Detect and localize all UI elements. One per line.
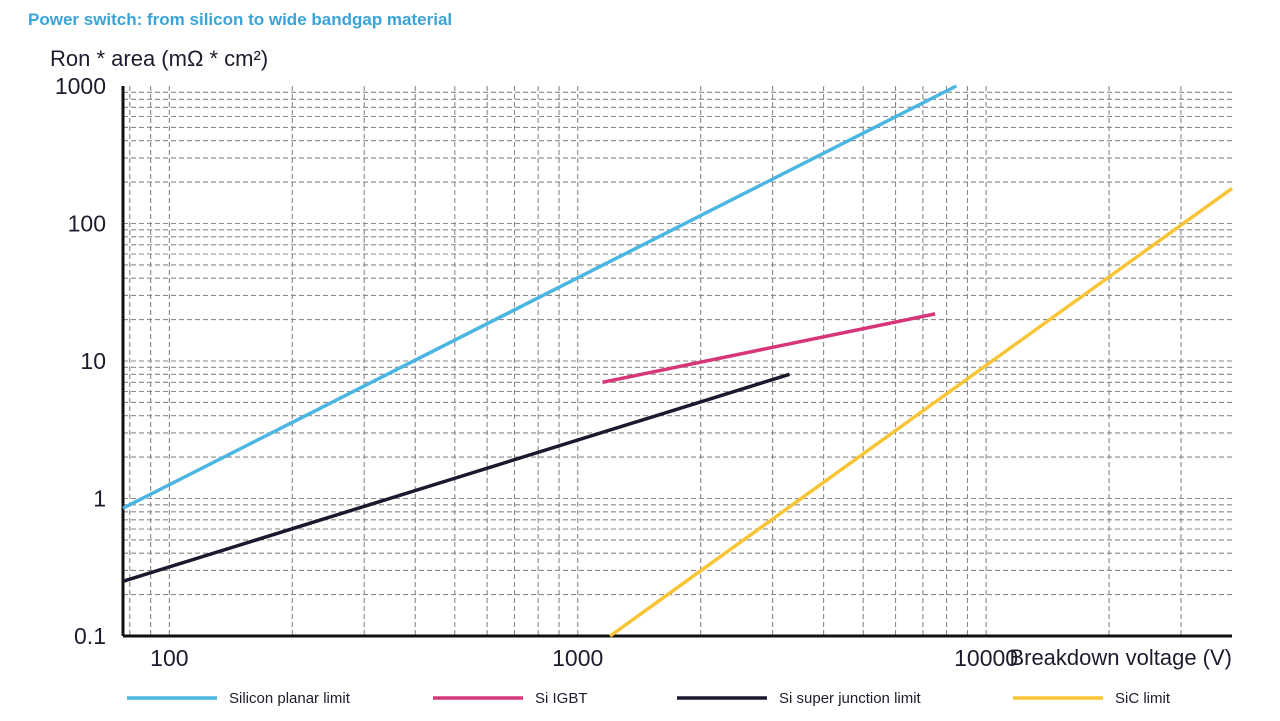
series-line (122, 84, 958, 510)
chart-title: Power switch: from silicon to wide bandg… (28, 10, 452, 29)
legend-label: SiC limit (1115, 690, 1171, 707)
x-tick-label: 100 (150, 645, 188, 671)
axes (121, 86, 1232, 638)
x-tick-labels: 100 1000 10000 (150, 645, 1018, 671)
y-tick-label: 0.1 (74, 623, 106, 649)
x-axis-label: Breakdown voltage (V) (1009, 645, 1232, 670)
y-tick-labels: 0.1 1 10 100 1000 (55, 73, 106, 649)
grid (123, 86, 1232, 636)
legend-label: Si super junction limit (779, 690, 922, 707)
legend: Silicon planar limit Si IGBT Si super junc… (127, 690, 1171, 707)
series-line (602, 312, 936, 385)
y-tick-label: 1 (93, 486, 106, 512)
y-tick-label: 100 (68, 211, 106, 237)
y-tick-label: 10 (80, 348, 106, 374)
y-axis-label: Ron * area (mΩ * cm²) (50, 46, 268, 71)
y-tick-label: 1000 (55, 73, 106, 99)
series-line (609, 186, 1234, 638)
series-line (122, 372, 791, 583)
series (122, 84, 1234, 638)
legend-label: Silicon planar limit (229, 690, 351, 707)
legend-label: Si IGBT (535, 690, 588, 707)
x-tick-label: 10000 (954, 645, 1018, 671)
x-tick-label: 1000 (552, 645, 603, 671)
